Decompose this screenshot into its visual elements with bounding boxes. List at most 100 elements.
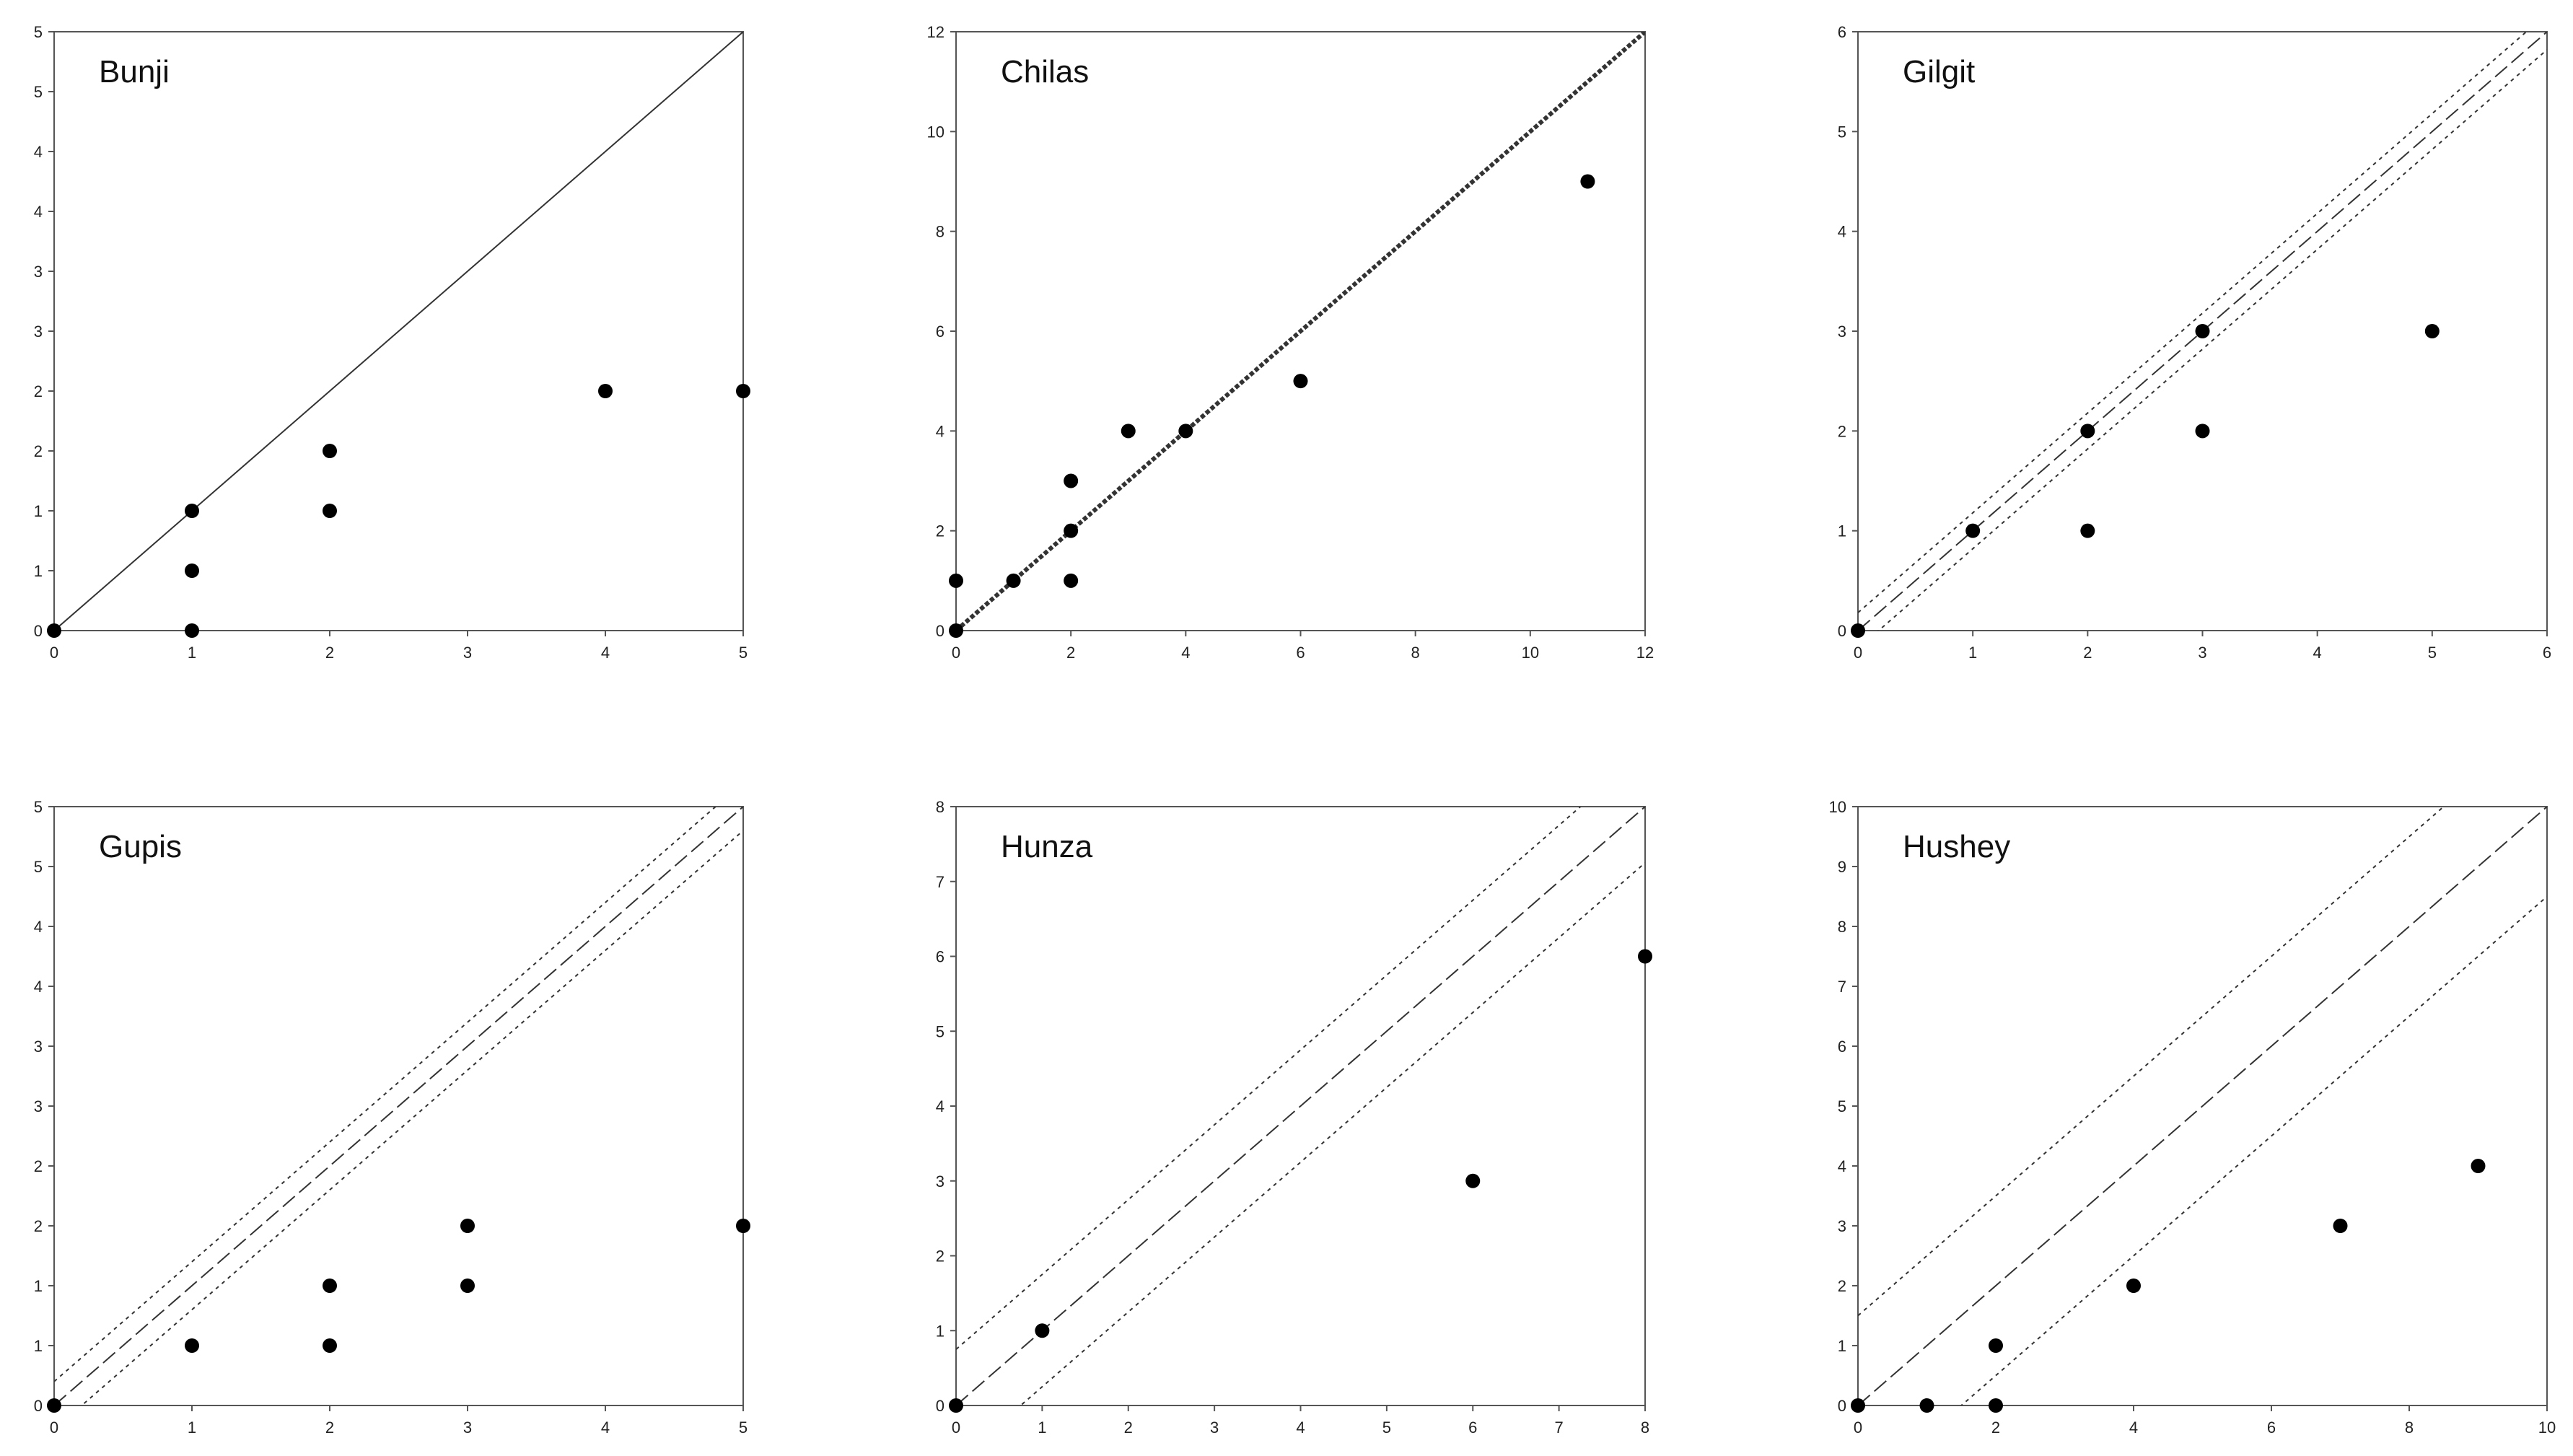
y-tick-label: 4 — [34, 143, 43, 161]
chart-svg: 0 1 2 3 4 5 6 0 1 2 3 4 5 6 Gilgit — [1838, 23, 2551, 662]
x-tick-label: 10 — [1522, 644, 1539, 662]
data-point — [2126, 1279, 2141, 1293]
chart-title: Gilgit — [1903, 54, 1975, 89]
data-point — [1465, 1173, 1481, 1188]
data-point — [185, 1338, 199, 1353]
data-point — [1580, 174, 1595, 189]
y-tick-label: 3 — [1838, 1217, 1846, 1235]
y-tick-label: 2 — [1838, 1277, 1846, 1295]
x-tick-label: 0 — [50, 644, 58, 662]
x-tick-label: 4 — [1296, 1418, 1305, 1437]
data-point — [1989, 1398, 2003, 1413]
y-tick-label: 1 — [34, 1337, 43, 1355]
chart-title: Hunza — [1001, 829, 1093, 864]
y-tick-label: 0 — [34, 1397, 43, 1415]
data-point — [185, 563, 199, 578]
data-point — [323, 1279, 337, 1293]
data-point — [1965, 523, 1981, 538]
y-tick-label: 10 — [1829, 798, 1846, 816]
x-tick-label: 6 — [2267, 1418, 2276, 1437]
data-point — [47, 1398, 61, 1413]
data-point — [1064, 573, 1079, 588]
data-point — [949, 573, 963, 588]
reference-line-dotted — [956, 807, 1582, 1350]
y-tick-label: 5 — [1838, 123, 1846, 141]
chart-svg: 0 1 2 3 4 5 0 1 1 2 2 3 3 4 4 5 5 Bunji — [34, 23, 750, 662]
data-point — [2333, 1219, 2348, 1233]
chart-panel-hushey: 0 2 4 6 8 10 0 1 2 3 4 5 6 7 8 9 10 Hushey — [1807, 798, 2569, 1449]
data-point — [460, 1279, 475, 1293]
y-tick-label: 1 — [1838, 522, 1846, 540]
x-tick-label: 5 — [739, 1418, 748, 1437]
y-tick-label: 4 — [34, 203, 43, 221]
y-tick-label: 8 — [1838, 918, 1846, 936]
data-point — [323, 504, 337, 518]
chart-panel-hunza: 0 1 2 3 4 5 6 7 8 0 1 2 3 4 5 6 7 8 Hunza — [906, 798, 1667, 1449]
chart-panel-chilas: 0 2 4 6 8 10 12 0 2 4 6 8 10 12 Chilas — [906, 23, 1667, 674]
x-tick-label: 0 — [50, 1418, 58, 1437]
data-point — [2080, 523, 2095, 538]
x-tick-label: 4 — [2129, 1418, 2138, 1437]
y-tick-label: 4 — [936, 1097, 944, 1115]
reference-line-dotted — [1020, 862, 1645, 1405]
x-tick-label: 5 — [739, 644, 748, 662]
data-point — [185, 504, 199, 518]
data-point — [1293, 374, 1308, 389]
data-point — [1919, 1398, 1934, 1413]
y-tick-label: 8 — [936, 223, 944, 241]
y-tick-label: 4 — [34, 978, 43, 996]
y-tick-label: 5 — [1838, 1097, 1846, 1115]
x-tick-label: 3 — [2198, 644, 2206, 662]
chart-title: Bunji — [99, 54, 170, 89]
y-tick-label: 8 — [936, 798, 944, 816]
y-tick-label: 4 — [936, 422, 944, 440]
y-tick-label: 9 — [1838, 858, 1846, 876]
x-tick-label: 8 — [1411, 644, 1420, 662]
data-point — [1638, 949, 1652, 964]
y-tick-label: 12 — [927, 23, 944, 41]
data-point — [1989, 1338, 2003, 1353]
chart-title: Gupis — [99, 829, 182, 864]
y-tick-label: 6 — [936, 323, 944, 341]
reference-line-dashed — [956, 807, 1645, 1405]
y-tick-label: 7 — [936, 873, 944, 891]
x-tick-label: 3 — [1210, 1418, 1219, 1437]
y-tick-label: 7 — [1838, 978, 1846, 996]
chart-title: Hushey — [1903, 829, 2010, 864]
y-tick-label: 0 — [1838, 622, 1846, 640]
y-tick-label: 6 — [1838, 23, 1846, 41]
x-tick-label: 6 — [1468, 1418, 1477, 1437]
y-tick-label: 3 — [34, 323, 43, 341]
x-tick-label: 1 — [1038, 1418, 1046, 1437]
y-tick-label: 3 — [1838, 323, 1846, 341]
chart-svg: 0 2 4 6 8 10 0 1 2 3 4 5 6 7 8 9 10 Hushey — [1829, 798, 2556, 1437]
y-tick-label: 0 — [1838, 1397, 1846, 1415]
data-point — [1035, 1323, 1050, 1338]
data-point — [47, 623, 61, 638]
x-tick-label: 3 — [463, 644, 472, 662]
y-tick-label: 1 — [34, 502, 43, 520]
y-tick-label: 3 — [936, 1172, 944, 1190]
reference-line-dotted — [1877, 49, 2547, 631]
data-point — [185, 623, 199, 638]
data-point — [460, 1219, 475, 1233]
chart-panel-bunji: 0 1 2 3 4 5 0 1 1 2 2 3 3 4 4 5 5 Bunji — [4, 23, 765, 674]
chart-title: Chilas — [1001, 54, 1089, 89]
data-point — [736, 384, 750, 398]
x-tick-label: 0 — [1854, 1418, 1862, 1437]
reference-line-dotted — [1960, 895, 2547, 1405]
y-tick-label: 1 — [1838, 1337, 1846, 1355]
x-tick-label: 2 — [1991, 1418, 2000, 1437]
x-tick-label: 0 — [952, 1418, 960, 1437]
x-tick-label: 2 — [325, 1418, 334, 1437]
y-tick-label: 0 — [34, 622, 43, 640]
data-point — [598, 384, 613, 398]
data-point — [2424, 324, 2440, 338]
data-point — [1178, 424, 1193, 439]
y-tick-label: 1 — [936, 1322, 944, 1340]
y-tick-label: 5 — [34, 23, 43, 41]
y-tick-label: 0 — [936, 1397, 944, 1415]
chart-svg: 0 2 4 6 8 10 12 0 2 4 6 8 10 12 Chilas — [927, 23, 1654, 662]
reference-line-dashed — [54, 807, 743, 1405]
